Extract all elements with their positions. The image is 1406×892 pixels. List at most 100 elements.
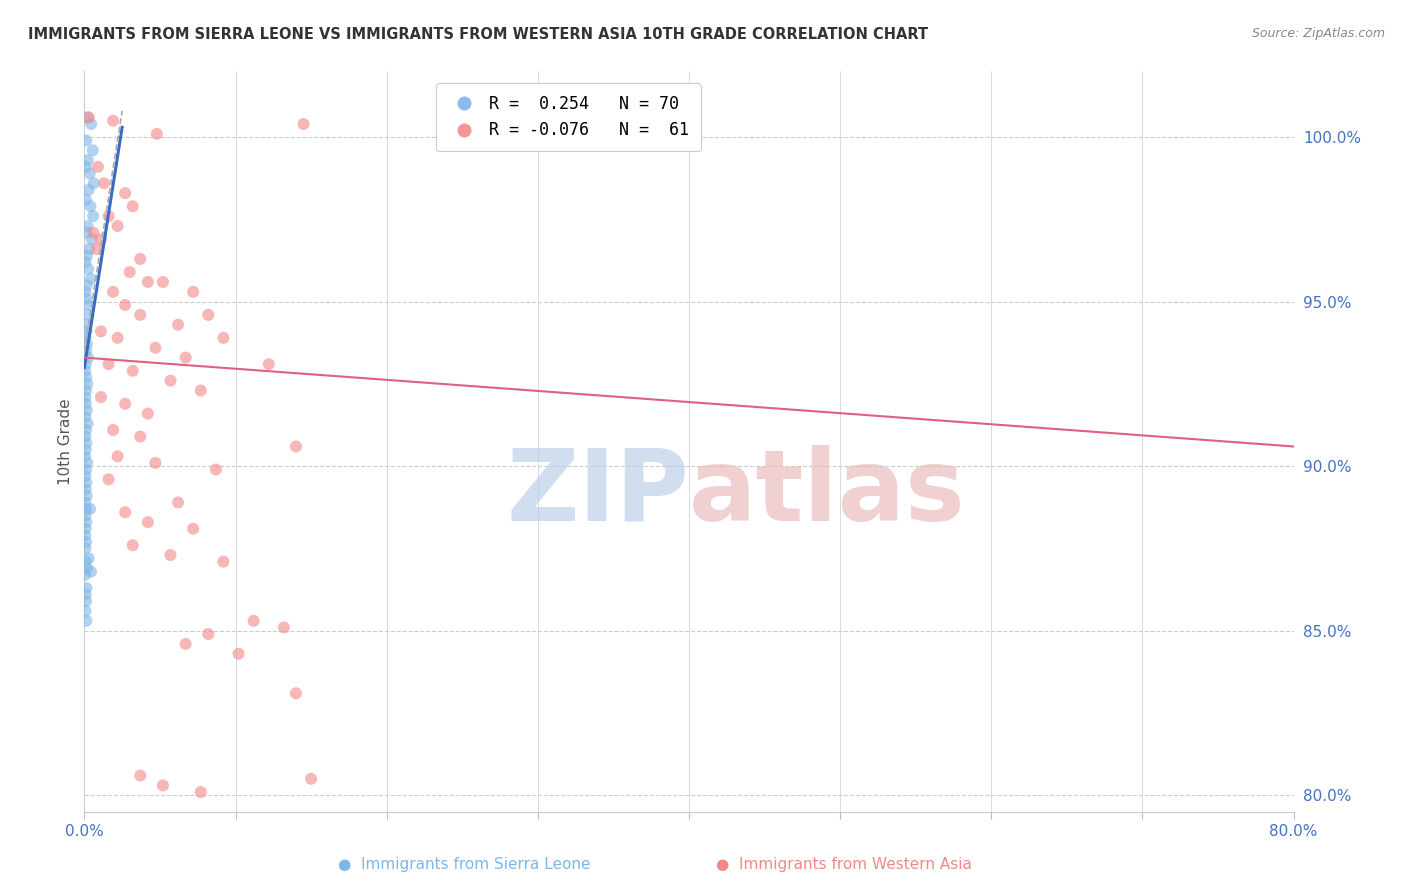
Point xyxy=(190,785,212,799)
Point xyxy=(167,495,190,509)
Point xyxy=(76,417,98,431)
Point xyxy=(136,515,159,529)
Point xyxy=(190,384,212,398)
Point xyxy=(181,522,204,536)
Point xyxy=(75,344,97,359)
Point xyxy=(146,127,169,141)
Point xyxy=(152,275,174,289)
Point xyxy=(75,429,97,443)
Point xyxy=(75,541,97,556)
Point xyxy=(75,450,97,464)
Point xyxy=(212,331,235,345)
Point xyxy=(75,370,97,384)
Point xyxy=(129,768,152,782)
Point xyxy=(75,528,97,542)
Point xyxy=(83,176,105,190)
Y-axis label: 10th Grade: 10th Grade xyxy=(58,398,73,485)
Point xyxy=(121,199,143,213)
Point xyxy=(75,357,97,371)
Text: atlas: atlas xyxy=(689,445,966,541)
Point xyxy=(77,551,100,566)
Point xyxy=(101,113,124,128)
Point xyxy=(93,176,115,190)
Point xyxy=(136,275,159,289)
Point xyxy=(76,278,98,293)
Point xyxy=(75,535,97,549)
Point xyxy=(90,324,112,338)
Point xyxy=(82,226,104,240)
Point xyxy=(75,482,97,496)
Point xyxy=(75,397,97,411)
Point xyxy=(75,390,97,404)
Point xyxy=(197,308,219,322)
Point xyxy=(76,489,98,503)
Point xyxy=(79,502,101,516)
Point xyxy=(107,331,129,345)
Point xyxy=(80,117,103,131)
Point xyxy=(75,588,97,602)
Point xyxy=(107,450,129,464)
Point xyxy=(75,409,97,424)
Point xyxy=(101,285,124,299)
Point xyxy=(82,144,104,158)
Text: ●  Immigrants from Western Asia: ● Immigrants from Western Asia xyxy=(716,857,972,872)
Point xyxy=(76,376,98,391)
Point xyxy=(129,429,152,443)
Point xyxy=(101,423,124,437)
Point xyxy=(77,298,100,312)
Point xyxy=(90,232,112,246)
Point xyxy=(129,252,152,266)
Point xyxy=(75,285,97,299)
Point xyxy=(80,565,103,579)
Point xyxy=(75,604,97,618)
Point xyxy=(77,261,100,276)
Point xyxy=(212,555,235,569)
Point xyxy=(197,627,219,641)
Point xyxy=(118,265,141,279)
Point xyxy=(114,298,136,312)
Point xyxy=(273,620,295,634)
Point xyxy=(75,324,97,338)
Point xyxy=(174,637,197,651)
Point xyxy=(145,341,167,355)
Point xyxy=(75,255,97,269)
Point xyxy=(129,308,152,322)
Point xyxy=(292,117,315,131)
Point xyxy=(228,647,250,661)
Point xyxy=(77,351,100,365)
Point xyxy=(257,357,280,371)
Point xyxy=(76,111,98,125)
Point xyxy=(76,403,98,417)
Point xyxy=(79,199,101,213)
Point xyxy=(136,407,159,421)
Point xyxy=(152,778,174,792)
Point xyxy=(242,614,264,628)
Point xyxy=(76,226,98,240)
Point xyxy=(76,561,98,575)
Point xyxy=(75,508,97,523)
Point xyxy=(181,285,204,299)
Point xyxy=(159,374,181,388)
Point xyxy=(75,384,97,398)
Point xyxy=(87,160,110,174)
Point xyxy=(75,555,97,569)
Point xyxy=(75,495,97,509)
Point xyxy=(75,160,97,174)
Point xyxy=(75,436,97,450)
Point xyxy=(77,242,100,256)
Point xyxy=(75,364,97,378)
Point xyxy=(145,456,167,470)
Point xyxy=(75,502,97,516)
Point xyxy=(114,505,136,519)
Point xyxy=(80,271,103,285)
Text: ZIP: ZIP xyxy=(506,445,689,541)
Point xyxy=(75,567,97,582)
Point xyxy=(205,462,228,476)
Point xyxy=(285,440,308,454)
Point xyxy=(76,456,98,470)
Point xyxy=(90,390,112,404)
Point xyxy=(97,357,120,371)
Point xyxy=(75,581,97,595)
Point xyxy=(82,209,104,223)
Point xyxy=(121,538,143,552)
